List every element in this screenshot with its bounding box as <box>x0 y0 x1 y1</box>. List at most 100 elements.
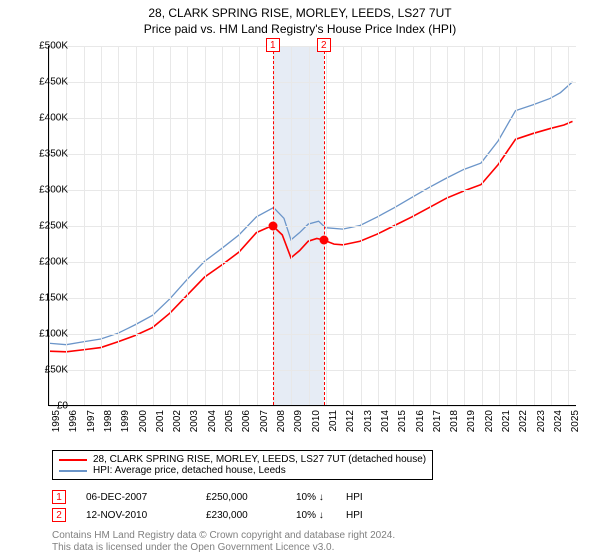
y-axis-tick-label: £200K <box>24 257 68 268</box>
event-change: 10% ↓ <box>296 492 346 503</box>
x-axis-tick-label: 2002 <box>172 410 183 432</box>
plot-area: 12 <box>48 46 576 406</box>
gridline-h <box>49 118 576 119</box>
x-axis-tick-label: 1997 <box>86 410 97 432</box>
gridline-h <box>49 262 576 263</box>
plot-canvas: 12 <box>48 46 576 406</box>
x-axis-tick-label: 2019 <box>466 410 477 432</box>
gridline-v <box>361 46 362 405</box>
gridline-v <box>257 46 258 405</box>
y-axis-tick-label: £150K <box>24 293 68 304</box>
event-date: 12-NOV-2010 <box>86 510 206 521</box>
y-axis-tick-label: £100K <box>24 329 68 340</box>
y-axis-tick-label: £250K <box>24 221 68 232</box>
gridline-v <box>239 46 240 405</box>
y-axis-tick-label: £350K <box>24 149 68 160</box>
gridline-h <box>49 154 576 155</box>
event-marker-line <box>324 46 325 405</box>
x-axis-tick-label: 2017 <box>432 410 443 432</box>
x-axis-tick-label: 2025 <box>570 410 581 432</box>
gridline-v <box>136 46 137 405</box>
gridline-v <box>464 46 465 405</box>
title-block: 28, CLARK SPRING RISE, MORLEY, LEEDS, LS… <box>0 0 600 36</box>
attribution: Contains HM Land Registry data © Crown c… <box>52 530 395 554</box>
series-price_paid <box>49 121 573 351</box>
event-marker-dot <box>319 236 328 245</box>
gridline-v <box>170 46 171 405</box>
x-axis-tick-label: 2004 <box>207 410 218 432</box>
x-axis-tick-label: 2000 <box>138 410 149 432</box>
legend-box: 28, CLARK SPRING RISE, MORLEY, LEEDS, LS… <box>52 450 433 480</box>
attribution-line: Contains HM Land Registry data © Crown c… <box>52 530 395 542</box>
legend-item-price-paid: 28, CLARK SPRING RISE, MORLEY, LEEDS, LS… <box>59 454 426 465</box>
y-axis-tick-label: £450K <box>24 77 68 88</box>
x-axis-tick-label: 2009 <box>293 410 304 432</box>
series-hpi <box>49 82 573 345</box>
gridline-h <box>49 298 576 299</box>
x-axis-tick-label: 2011 <box>328 410 339 432</box>
x-axis-tick-label: 2022 <box>518 410 529 432</box>
chart-container: 28, CLARK SPRING RISE, MORLEY, LEEDS, LS… <box>0 0 600 560</box>
x-axis-tick-label: 2008 <box>276 410 287 432</box>
legend-swatch <box>59 459 87 461</box>
gridline-v <box>153 46 154 405</box>
title-subtitle: Price paid vs. HM Land Registry's House … <box>0 22 600 36</box>
event-marker-dot <box>268 222 277 231</box>
event-marker-number: 1 <box>266 38 280 52</box>
x-axis-tick-label: 2003 <box>189 410 200 432</box>
gridline-v <box>395 46 396 405</box>
gridline-v <box>413 46 414 405</box>
gridline-v <box>568 46 569 405</box>
attribution-line: This data is licensed under the Open Gov… <box>52 542 395 554</box>
x-axis-tick-label: 2021 <box>501 410 512 432</box>
x-axis-tick-label: 2007 <box>259 410 270 432</box>
y-axis-tick-label: £500K <box>24 41 68 52</box>
x-axis-tick-label: 1998 <box>103 410 114 432</box>
gridline-v <box>447 46 448 405</box>
gridline-v <box>482 46 483 405</box>
event-vs: HPI <box>346 492 386 503</box>
title-address: 28, CLARK SPRING RISE, MORLEY, LEEDS, LS… <box>0 6 600 20</box>
gridline-v <box>309 46 310 405</box>
gridline-v <box>205 46 206 405</box>
x-axis-tick-label: 2012 <box>345 410 356 432</box>
x-axis-tick-label: 1996 <box>68 410 79 432</box>
legend-label: 28, CLARK SPRING RISE, MORLEY, LEEDS, LS… <box>93 454 426 465</box>
x-axis-tick-label: 2013 <box>363 410 374 432</box>
event-vs: HPI <box>346 510 386 521</box>
gridline-v <box>222 46 223 405</box>
x-axis-tick-label: 2024 <box>553 410 564 432</box>
legend-item-hpi: HPI: Average price, detached house, Leed… <box>59 465 426 476</box>
x-axis-tick-label: 2001 <box>155 410 166 432</box>
event-table: 106-DEC-2007£250,00010% ↓HPI212-NOV-2010… <box>52 490 386 526</box>
legend-swatch <box>59 470 87 472</box>
event-row: 212-NOV-2010£230,00010% ↓HPI <box>52 508 386 522</box>
gridline-h <box>49 334 576 335</box>
event-date: 06-DEC-2007 <box>86 492 206 503</box>
gridline-v <box>516 46 517 405</box>
gridline-v <box>291 46 292 405</box>
gridline-v <box>101 46 102 405</box>
gridline-v <box>499 46 500 405</box>
x-axis-tick-label: 2014 <box>380 410 391 432</box>
x-axis-tick-label: 2015 <box>397 410 408 432</box>
gridline-v <box>343 46 344 405</box>
event-marker-number: 2 <box>317 38 331 52</box>
gridline-v <box>187 46 188 405</box>
gridline-v <box>118 46 119 405</box>
gridline-h <box>49 46 576 47</box>
x-axis-tick-label: 2020 <box>484 410 495 432</box>
event-price: £250,000 <box>206 492 296 503</box>
y-axis-tick-label: £400K <box>24 113 68 124</box>
y-axis-tick-label: £300K <box>24 185 68 196</box>
gridline-v <box>326 46 327 405</box>
legend-label: HPI: Average price, detached house, Leed… <box>93 465 286 476</box>
event-numbox: 2 <box>52 508 66 522</box>
gridline-v <box>430 46 431 405</box>
x-axis-tick-label: 2023 <box>536 410 547 432</box>
event-price: £230,000 <box>206 510 296 521</box>
y-axis-tick-label: £50K <box>24 365 68 376</box>
gridline-v <box>378 46 379 405</box>
gridline-h <box>49 82 576 83</box>
x-axis-tick-label: 2010 <box>311 410 322 432</box>
